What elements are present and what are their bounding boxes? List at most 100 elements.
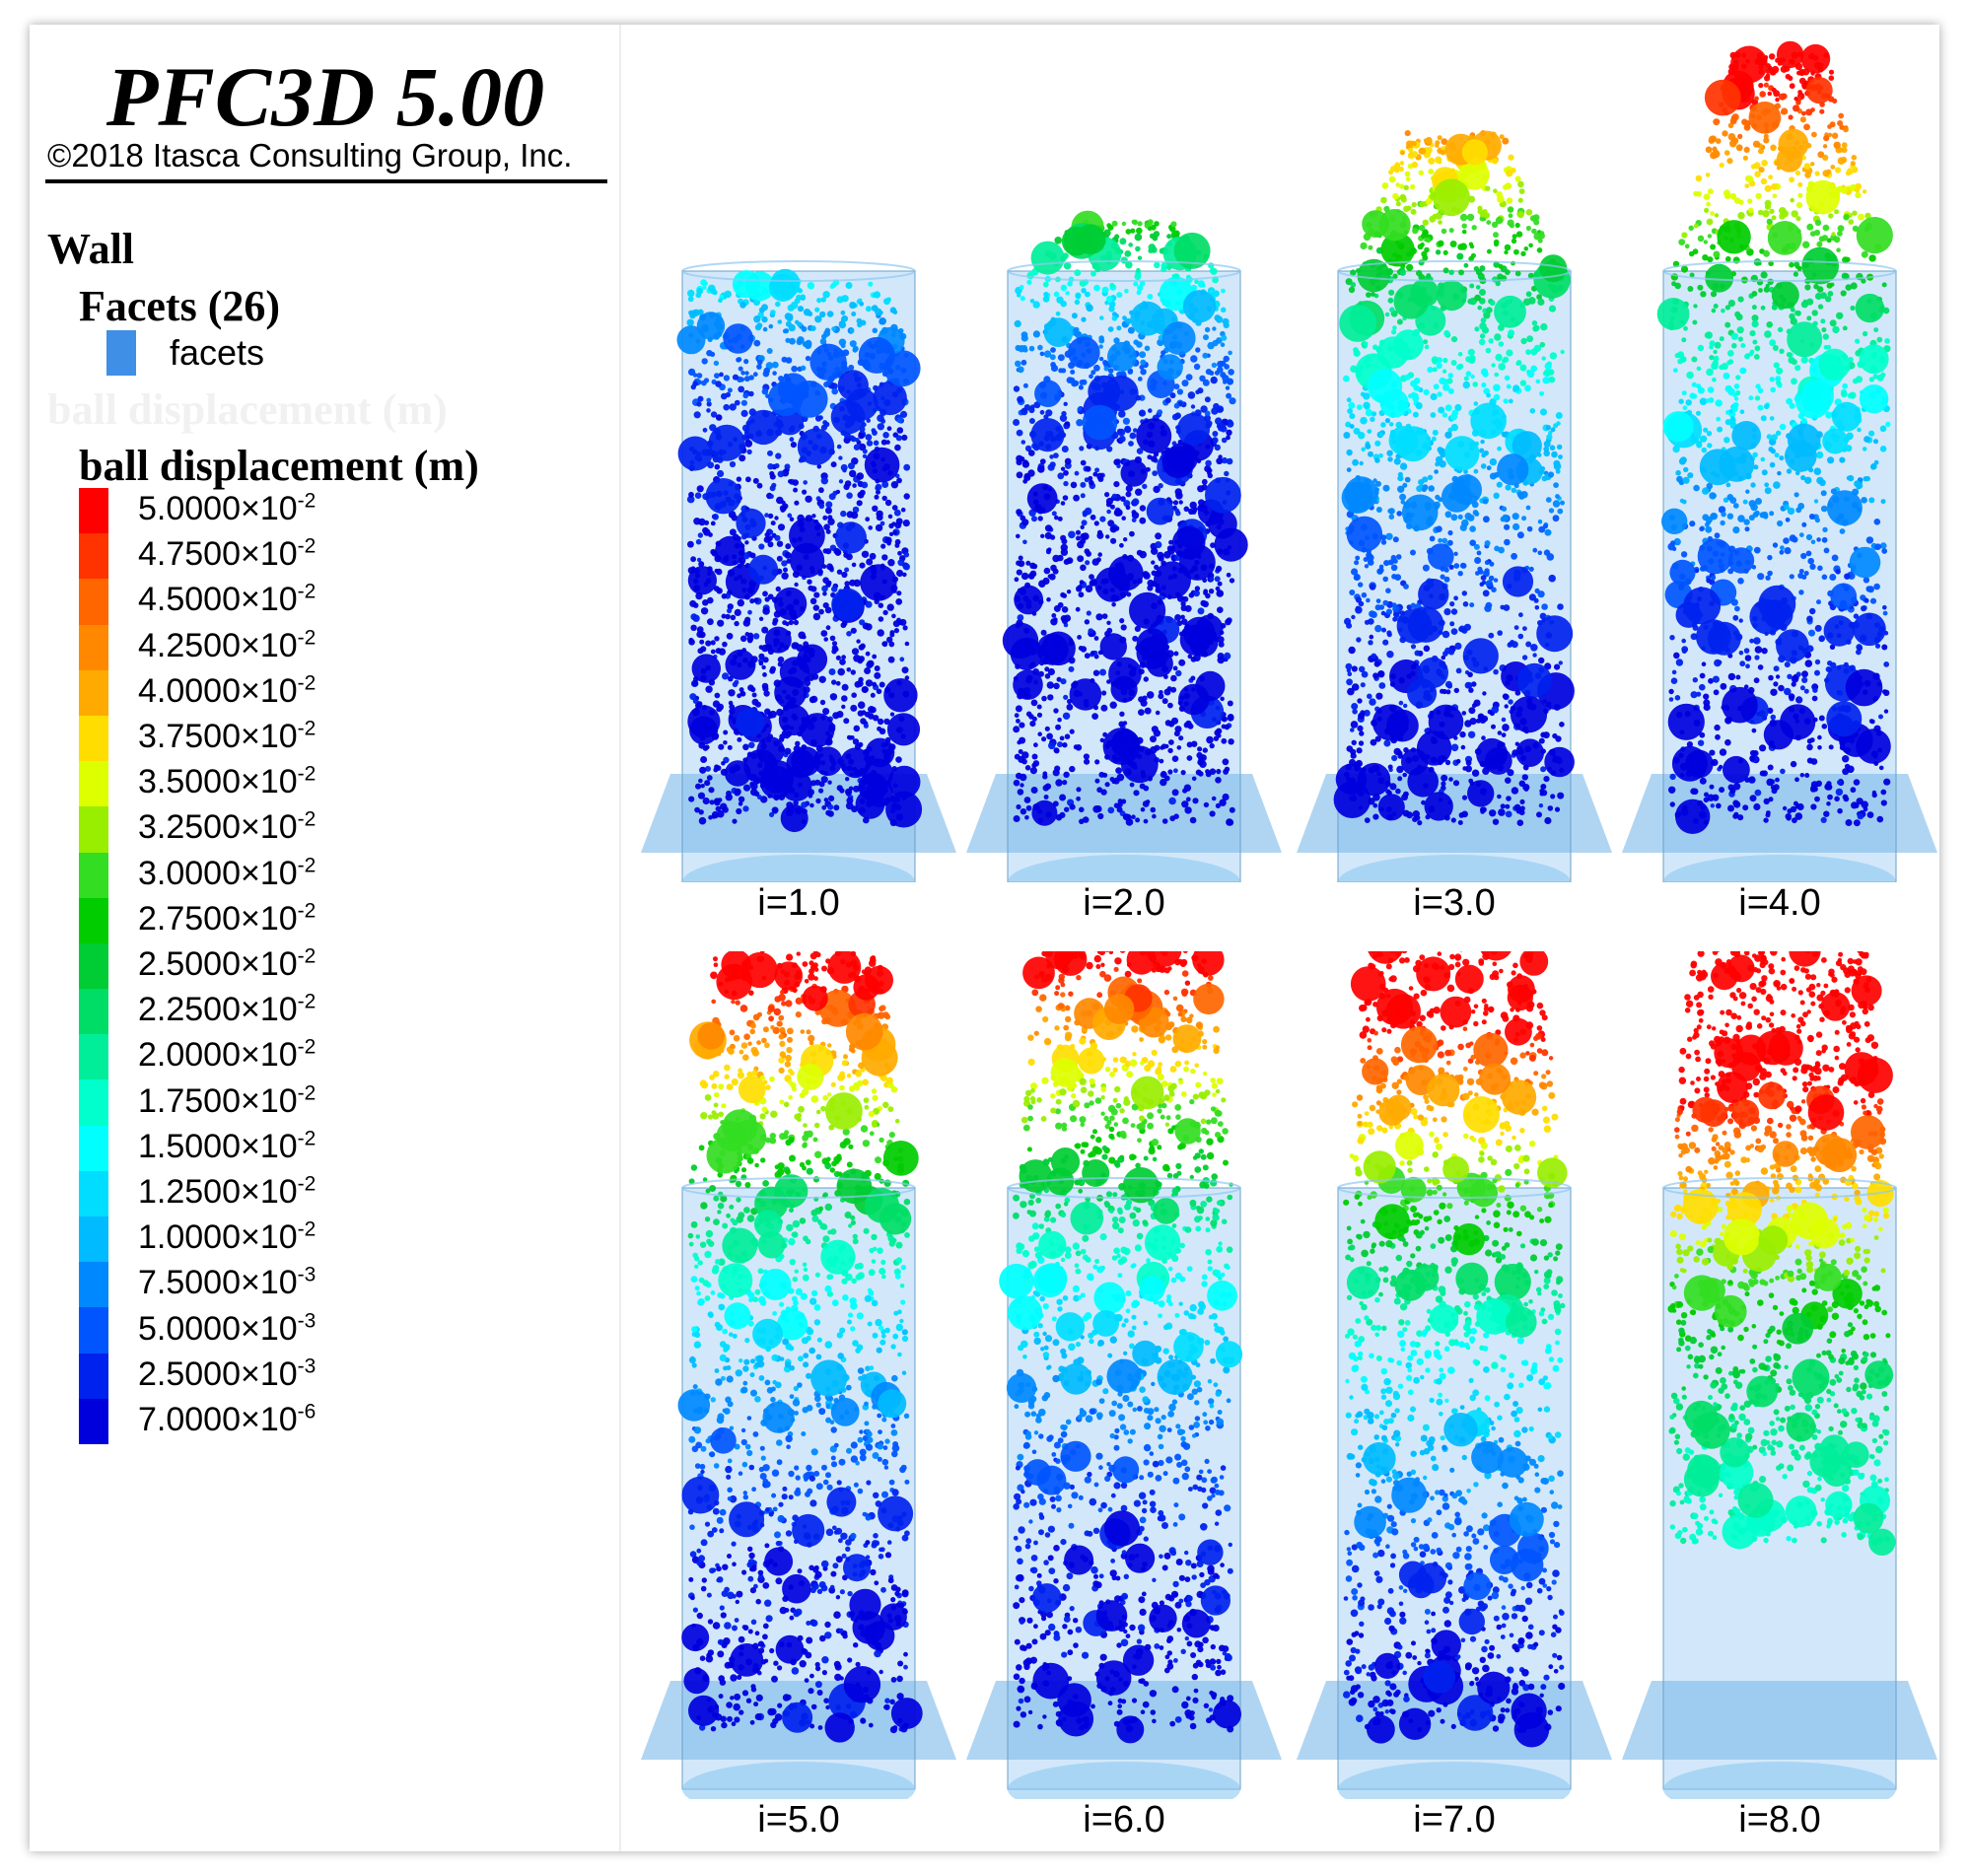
small-particle — [1216, 423, 1223, 430]
small-particle — [714, 692, 721, 699]
colorbar-label-exponent: -2 — [297, 626, 316, 650]
small-particle — [1109, 525, 1117, 533]
small-particle — [777, 523, 786, 531]
small-particle — [1157, 338, 1164, 347]
small-particle — [1160, 745, 1164, 750]
small-particle — [1195, 389, 1200, 395]
small-particle — [764, 513, 769, 518]
small-particle — [1477, 305, 1482, 311]
small-particle — [694, 492, 702, 500]
small-particle — [784, 551, 792, 559]
small-particle — [1076, 796, 1081, 801]
small-particle — [1080, 493, 1086, 499]
small-particle — [1538, 803, 1544, 808]
small-particle — [823, 637, 828, 642]
small-particle — [1493, 188, 1498, 193]
small-particle — [1468, 707, 1476, 715]
small-particle — [1139, 783, 1146, 790]
small-particle — [1352, 458, 1359, 466]
particle-column-render — [1622, 40, 1937, 882]
small-particle — [705, 765, 711, 772]
small-particle — [700, 607, 709, 615]
small-particle — [1732, 503, 1739, 509]
small-particle — [1030, 699, 1038, 707]
small-particle — [1138, 409, 1147, 417]
small-particle — [1513, 248, 1519, 255]
small-particle — [1411, 161, 1419, 169]
small-particle — [1148, 408, 1153, 413]
small-particle — [828, 493, 836, 501]
small-particle — [1043, 795, 1049, 799]
small-particle — [1791, 675, 1799, 683]
small-particle — [812, 604, 819, 611]
small-particle — [1209, 577, 1215, 582]
large-particle — [1515, 738, 1544, 767]
small-particle — [1137, 284, 1144, 292]
large-particle — [873, 381, 907, 416]
small-particle — [692, 680, 699, 687]
small-particle — [762, 591, 768, 597]
small-particle — [1433, 383, 1440, 390]
small-particle — [1367, 554, 1374, 562]
small-particle — [862, 453, 868, 458]
small-particle — [1515, 231, 1523, 238]
small-particle — [1351, 703, 1359, 710]
small-particle — [783, 567, 788, 573]
small-particle — [1512, 522, 1520, 530]
small-particle — [798, 288, 804, 294]
colorbar-label-exponent: -2 — [297, 1036, 316, 1060]
small-particle — [1482, 590, 1490, 597]
small-particle — [1481, 715, 1489, 723]
small-particle — [1360, 682, 1366, 688]
small-particle — [1810, 803, 1817, 810]
small-particle — [1093, 284, 1100, 292]
small-particle — [1367, 429, 1372, 434]
small-particle — [845, 282, 853, 289]
large-particle — [1444, 436, 1480, 471]
small-particle — [1386, 450, 1393, 456]
small-particle — [1453, 563, 1460, 569]
small-particle — [1479, 216, 1486, 222]
small-particle — [1153, 730, 1161, 737]
colorbar-segment — [79, 715, 108, 762]
small-particle — [1113, 337, 1120, 344]
small-particle — [796, 338, 803, 346]
large-particle — [1377, 794, 1405, 821]
small-particle — [1497, 630, 1503, 636]
small-particle — [1356, 747, 1363, 754]
small-particle — [863, 723, 869, 729]
small-particle — [1014, 753, 1020, 760]
app-title: PFC3D 5.00 — [105, 49, 545, 144]
small-particle — [1767, 554, 1773, 561]
small-particle — [1850, 305, 1856, 312]
small-particle — [1169, 392, 1176, 399]
small-particle — [1488, 338, 1494, 344]
small-particle — [1738, 650, 1744, 656]
small-particle — [1883, 778, 1891, 786]
small-particle — [767, 711, 773, 717]
small-particle — [1166, 234, 1172, 240]
small-particle — [1442, 267, 1449, 274]
small-particle — [1152, 235, 1159, 242]
small-particle — [1099, 737, 1105, 743]
small-particle — [839, 659, 846, 665]
large-particle — [1030, 241, 1065, 275]
small-particle — [762, 326, 768, 332]
small-particle — [1516, 531, 1524, 539]
small-particle — [1381, 182, 1389, 189]
small-particle — [1372, 672, 1379, 679]
small-particle — [1377, 670, 1385, 678]
small-particle — [793, 619, 800, 626]
small-particle — [1173, 230, 1180, 238]
small-particle — [1371, 411, 1377, 417]
small-particle — [1469, 602, 1475, 608]
small-particle — [1484, 604, 1492, 612]
small-particle — [1486, 220, 1492, 226]
small-particle — [870, 692, 876, 698]
small-particle — [1348, 401, 1356, 409]
small-particle — [1223, 355, 1230, 363]
small-particle — [703, 281, 708, 286]
small-particle — [1349, 424, 1355, 429]
small-particle — [1119, 618, 1125, 624]
small-particle — [710, 521, 716, 526]
